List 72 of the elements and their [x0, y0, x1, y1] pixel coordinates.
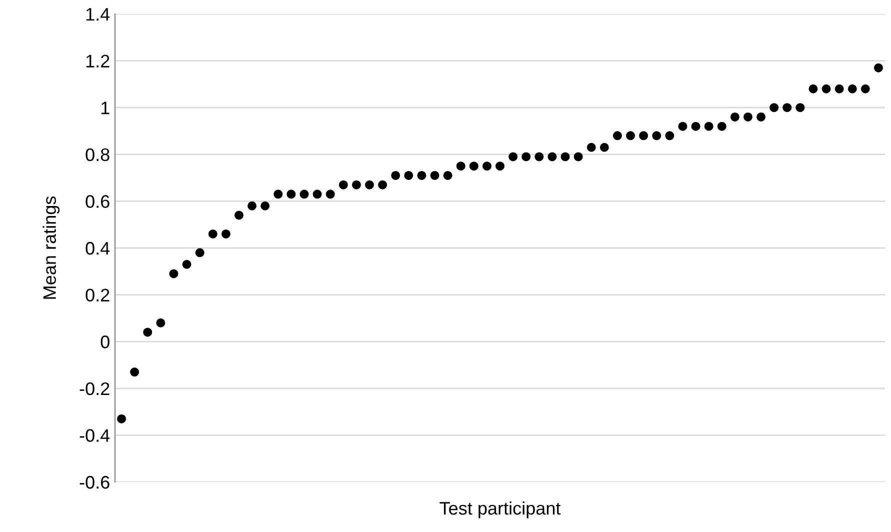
y-tick-label: 0.4	[86, 242, 110, 255]
point	[312, 190, 322, 199]
point	[548, 152, 557, 162]
point	[808, 84, 818, 94]
point	[286, 190, 296, 199]
point	[208, 229, 218, 238]
x-axis-title: Test participant	[440, 501, 561, 518]
point	[730, 112, 740, 122]
point	[300, 190, 309, 199]
point	[260, 201, 270, 210]
point	[770, 103, 779, 112]
point	[404, 170, 414, 180]
point	[534, 152, 544, 162]
point	[378, 180, 388, 190]
y-tick-label: -0.6	[80, 476, 110, 489]
y-tick-label: 0.8	[86, 148, 110, 162]
point	[522, 152, 531, 162]
point	[600, 142, 609, 152]
point	[652, 131, 662, 140]
point	[430, 170, 440, 180]
point	[639, 131, 648, 140]
point	[338, 180, 348, 190]
point	[156, 318, 166, 328]
point	[469, 162, 478, 171]
point	[822, 84, 831, 94]
point	[248, 201, 257, 210]
point	[574, 152, 583, 162]
point	[143, 328, 152, 337]
y-axis-title: Mean ratings	[42, 196, 60, 299]
point	[352, 180, 361, 190]
point	[717, 122, 726, 131]
point	[560, 152, 570, 162]
point	[274, 190, 283, 199]
point	[130, 368, 140, 377]
point	[691, 122, 700, 131]
point	[848, 84, 857, 94]
point	[117, 414, 126, 424]
point	[496, 162, 504, 171]
y-tick-label: 1.2	[86, 54, 110, 68]
point	[391, 170, 400, 180]
point	[221, 229, 230, 238]
point	[443, 170, 452, 180]
point	[860, 84, 870, 94]
point	[874, 63, 883, 72]
point	[756, 112, 766, 122]
point	[364, 180, 374, 190]
point	[182, 260, 192, 269]
point	[665, 131, 674, 140]
point	[586, 142, 596, 152]
y-tick-label: 1.4	[86, 8, 110, 21]
point	[326, 190, 335, 199]
point	[508, 152, 518, 162]
y-tick-label: -0.4	[80, 429, 110, 442]
point	[456, 162, 466, 171]
point	[195, 248, 204, 258]
y-tick-label: 0.2	[86, 288, 110, 302]
point	[743, 112, 752, 122]
point	[169, 269, 178, 278]
y-tick-label: 0	[100, 336, 110, 348]
point	[612, 131, 622, 140]
point	[782, 103, 792, 112]
point	[626, 131, 636, 140]
point	[796, 103, 805, 112]
y-tick-label: -0.2	[80, 382, 110, 396]
point	[234, 210, 244, 220]
y-tick-label: 1	[101, 102, 110, 114]
y-tick-label: 0.6	[86, 195, 110, 208]
point	[678, 122, 688, 131]
point	[417, 170, 426, 180]
point	[482, 162, 492, 171]
point	[834, 84, 844, 94]
point	[704, 122, 714, 131]
